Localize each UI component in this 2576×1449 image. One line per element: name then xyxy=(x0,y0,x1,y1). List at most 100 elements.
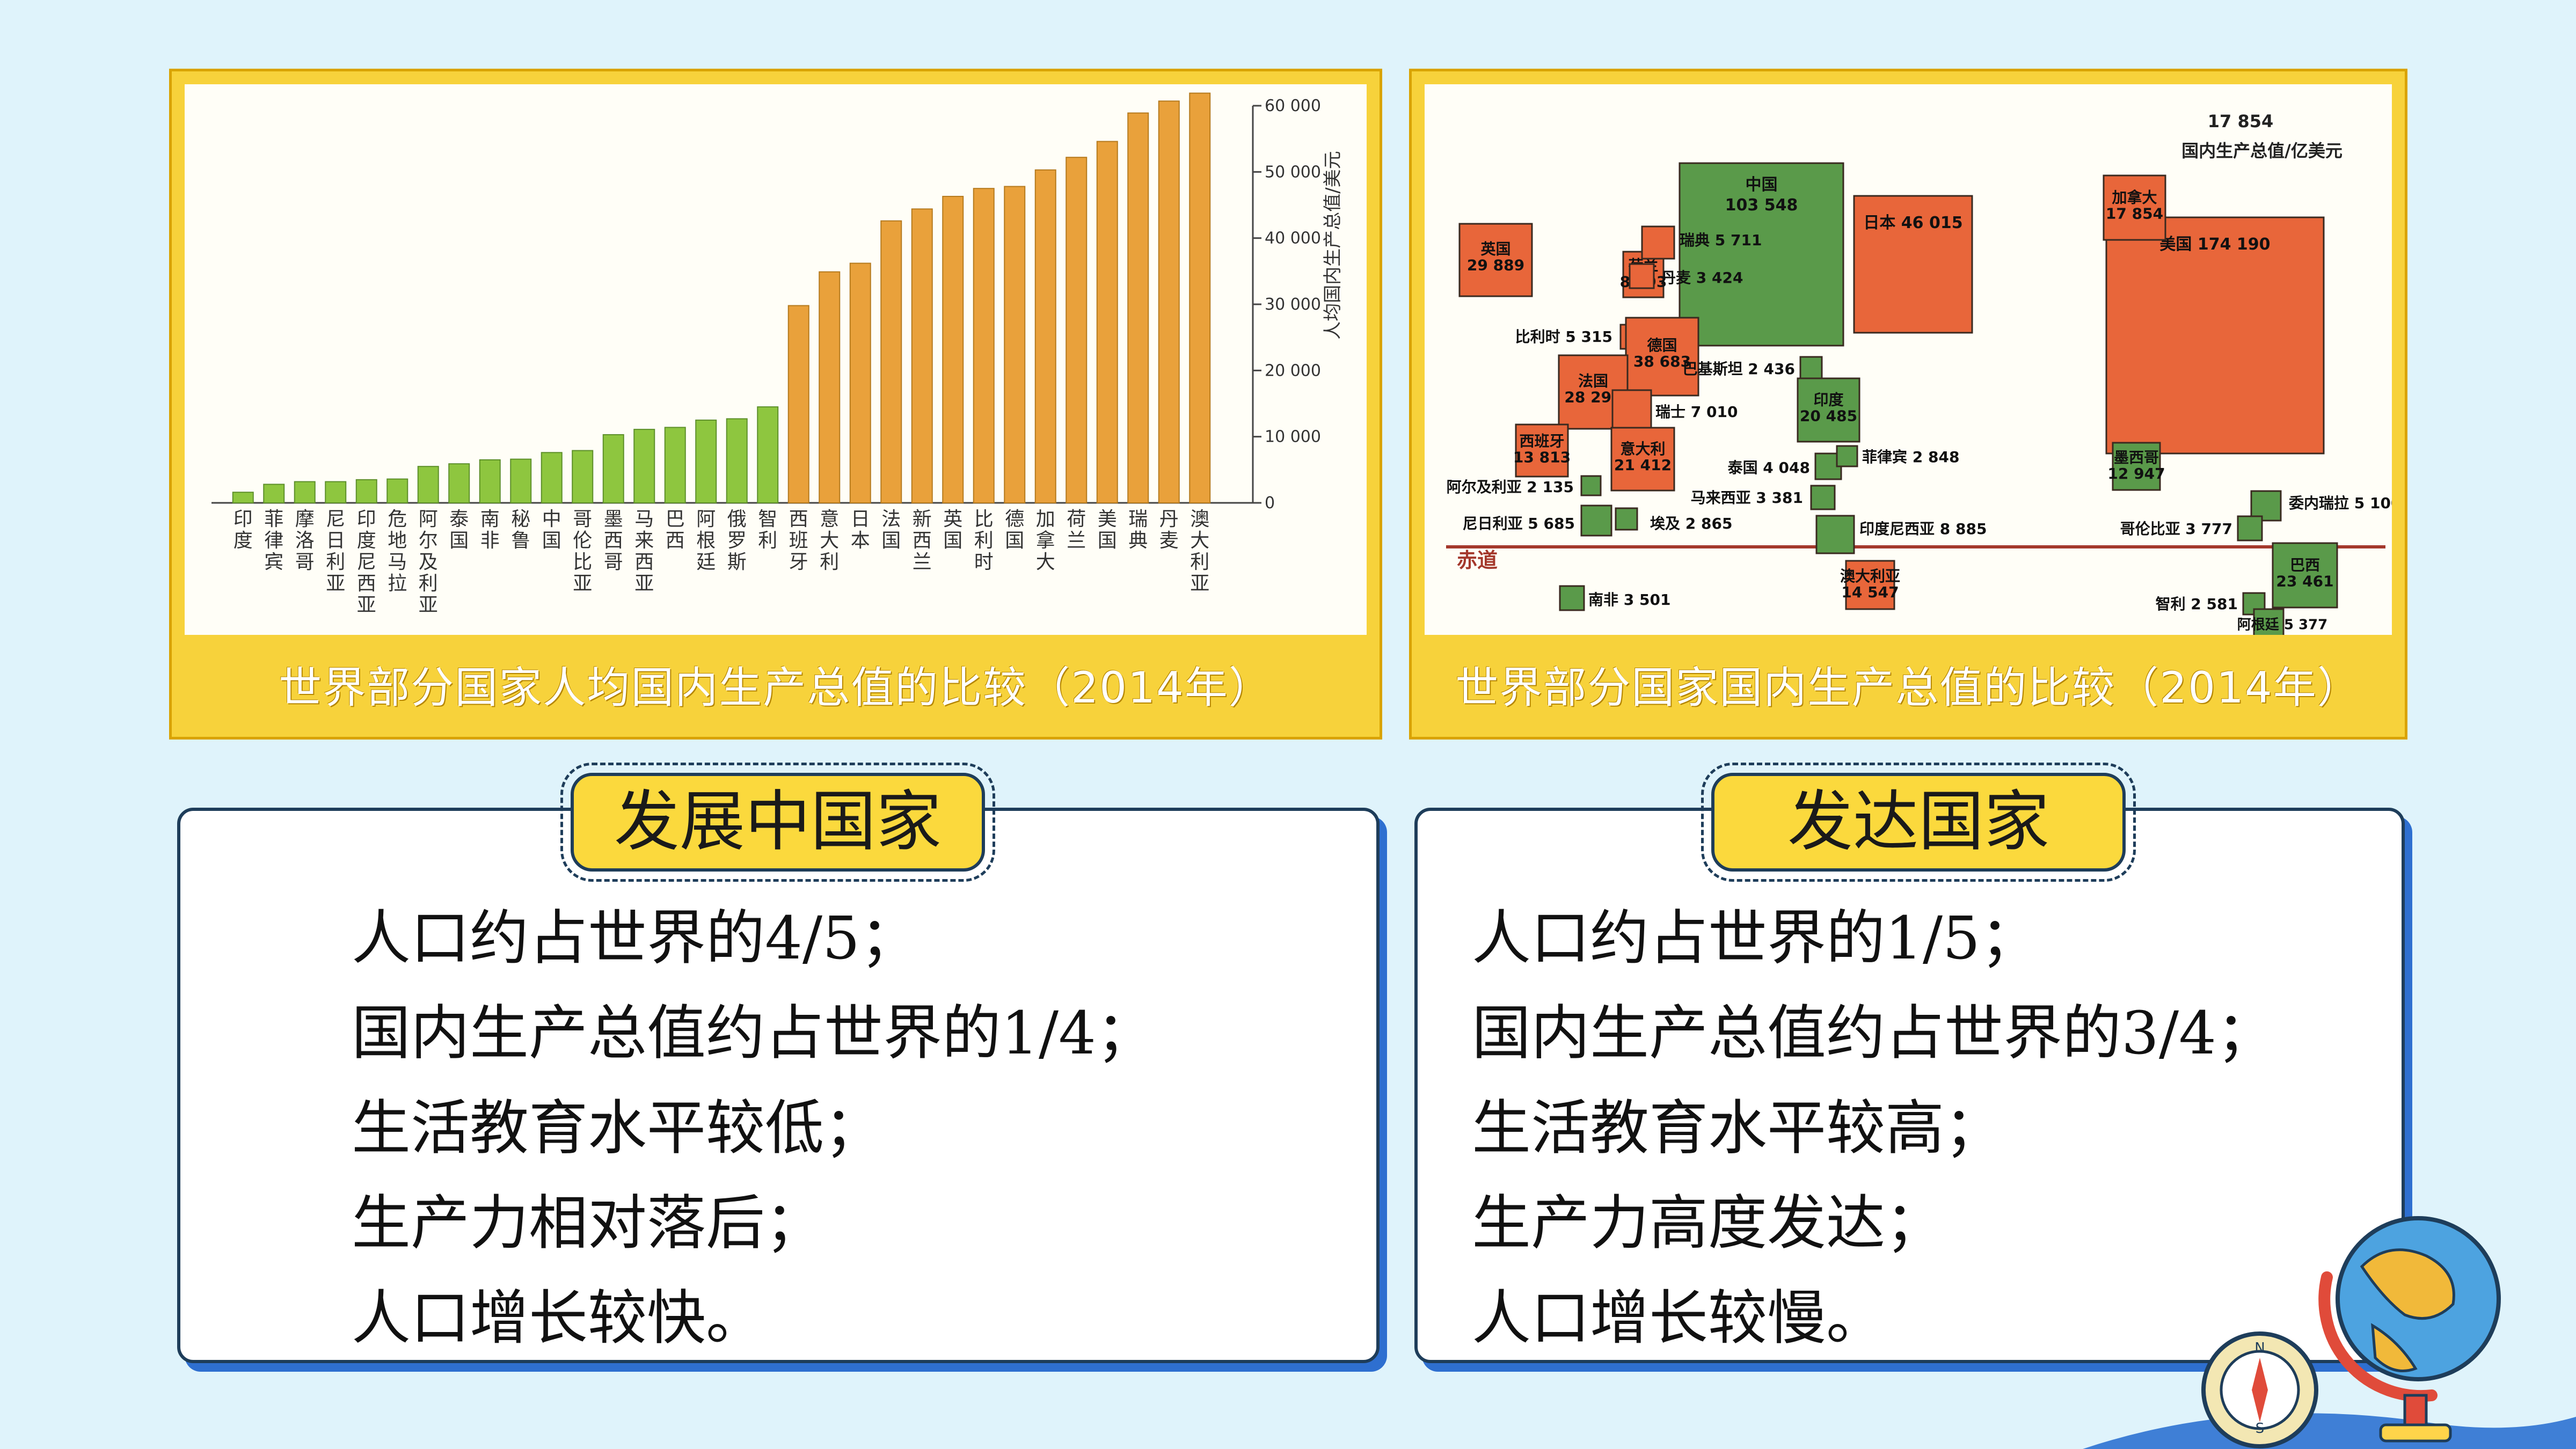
x-tick-label: 危地马拉 xyxy=(388,508,407,595)
country-box xyxy=(2105,216,2325,455)
bar xyxy=(911,208,933,503)
country-box xyxy=(1580,475,1602,496)
x-tick-label: 哥伦比亚 xyxy=(573,508,592,595)
developing-line-1: 人口约占世界的4/5； xyxy=(352,904,920,972)
legend-value: 17 854 xyxy=(2208,111,2273,131)
bar xyxy=(355,479,377,503)
x-tick-label: 澳大利亚 xyxy=(1190,508,1209,595)
developed-line-2: 国内生产总值约占世界的3/4； xyxy=(1472,999,2276,1067)
country-box xyxy=(1797,377,1860,443)
x-tick-label: 墨西哥 xyxy=(604,508,623,573)
developing-line-3: 生活教育水平较低； xyxy=(352,1094,883,1162)
y-tick-label: 20 000 xyxy=(1265,361,1321,380)
bar xyxy=(1127,112,1149,504)
country-label: 巴西 xyxy=(2290,556,2320,574)
bar xyxy=(448,463,470,504)
country-label: 日本 46 015 xyxy=(1863,214,1962,232)
country-box xyxy=(2103,174,2166,241)
x-tick-label: 阿尔及利亚 xyxy=(419,508,438,616)
country-label: 墨西哥 xyxy=(2114,449,2159,466)
country-box xyxy=(2272,542,2338,609)
country-label: 意大利 xyxy=(1620,440,1665,458)
country-value: 29 889 xyxy=(1467,257,1524,274)
bar xyxy=(1004,186,1026,503)
country-label: 哥伦比亚 3 777 xyxy=(2120,520,2232,538)
country-box xyxy=(2250,490,2282,522)
bar xyxy=(726,418,748,503)
x-tick-label: 意大利 xyxy=(820,508,839,573)
country-box xyxy=(1641,225,1675,260)
country-value: 12 947 xyxy=(2107,465,2165,482)
bar xyxy=(1034,169,1056,503)
country-label: 尼日利亚 5 685 xyxy=(1463,515,1575,532)
bar xyxy=(664,427,686,504)
country-value: 17 854 xyxy=(2106,204,2163,222)
country-box xyxy=(1845,560,1895,610)
x-tick-label: 马来西亚 xyxy=(634,508,654,595)
country-label: 阿根廷 5 377 xyxy=(2237,617,2327,633)
x-tick-label: 摩洛哥 xyxy=(295,508,315,573)
country-label: 埃及 2 865 xyxy=(1650,515,1732,532)
country-label: 加拿大 xyxy=(2112,188,2157,206)
y-tick-label: 10 000 xyxy=(1265,428,1321,447)
country-box xyxy=(1853,195,1973,334)
bar xyxy=(695,419,717,503)
country-label: 瑞士 7 010 xyxy=(1655,403,1738,421)
country-value: 13 813 xyxy=(1513,449,1571,466)
bar xyxy=(417,466,439,504)
bar xyxy=(757,406,779,504)
country-box xyxy=(2237,515,2263,541)
country-box xyxy=(1610,427,1675,492)
gdp-total-panel: 赤道 17 854 国内生产总值/亿美元 中国 103 548 日本 46 015 美国 1… xyxy=(1409,69,2407,740)
x-tick-label: 尼日利亚 xyxy=(326,508,345,595)
country-label: 委内瑞拉 5 100 xyxy=(2288,494,2392,512)
bar xyxy=(633,429,655,503)
x-tick-label: 巴西 xyxy=(666,508,685,552)
developed-line-1: 人口约占世界的1/5； xyxy=(1472,904,2040,972)
right-panel-caption: 世界部分国家国内生产总值的比较（2014年） xyxy=(1455,663,2361,713)
country-label: 巴基斯坦 2 436 xyxy=(1683,360,1795,378)
country-label: 南非 3 501 xyxy=(1588,591,1670,609)
country-label: 马来西亚 3 381 xyxy=(1691,489,1803,507)
x-tick-label: 新西兰 xyxy=(913,508,932,573)
y-tick-label: 40 000 xyxy=(1265,229,1321,248)
equator-label: 赤道 xyxy=(1457,548,1498,572)
bar xyxy=(1096,141,1118,504)
country-box xyxy=(1580,504,1612,537)
country-label: 英国 xyxy=(1480,240,1510,258)
x-tick-label: 德国 xyxy=(1005,508,1024,552)
bar xyxy=(263,484,285,504)
y-tick-label: 60 000 xyxy=(1265,97,1321,115)
svg-text:S: S xyxy=(2256,1421,2265,1437)
country-label: 德国 xyxy=(1647,336,1677,354)
country-label: 阿尔及利亚 2 135 xyxy=(1447,478,1574,496)
developed-card xyxy=(1414,808,2405,1363)
country-box xyxy=(1611,389,1652,430)
country-box xyxy=(1629,263,1655,289)
bar xyxy=(1189,92,1211,504)
country-label: 印度 xyxy=(1813,391,1843,409)
x-tick-label: 印度 xyxy=(233,508,253,552)
map-area: 赤道 17 854 国内生产总值/亿美元 中国 103 548 日本 46 015 美国 1… xyxy=(1425,84,2392,635)
country-box xyxy=(2112,442,2161,491)
country-label: 泰国 4 048 xyxy=(1728,459,1810,477)
bar xyxy=(325,481,347,503)
gdp-per-capita-bar-chart: 0 10 000 20 000 30 000 40 000 50 000 60 000 人均国… xyxy=(211,92,1344,616)
bar xyxy=(849,262,871,503)
developing-list: 人口约占世界的4/5； 国内生产总值约占世界的1/4； 生活教育水平较低； 生产… xyxy=(352,891,1155,1366)
x-tick-label: 法国 xyxy=(881,508,901,552)
bar xyxy=(787,305,809,503)
left-panel-caption: 世界部分国家人均国内生产总值的比较（2014年） xyxy=(279,663,1273,713)
country-box xyxy=(2253,608,2285,635)
x-tick-label: 瑞典 xyxy=(1128,508,1148,552)
x-tick-label: 荷兰 xyxy=(1067,508,1086,552)
x-tick-label: 日本 xyxy=(851,508,870,552)
country-label: 法国 xyxy=(1578,372,1608,390)
developed-line-3: 生活教育水平较高； xyxy=(1472,1094,2003,1162)
x-tick-label: 菲律宾 xyxy=(264,508,283,573)
developing-card xyxy=(177,808,1380,1363)
developing-tag: 发展中国家 xyxy=(560,763,995,882)
chart-area: 0 10 000 20 000 30 000 40 000 50 000 60 000 人均国… xyxy=(185,84,1367,635)
bar xyxy=(1158,100,1180,504)
